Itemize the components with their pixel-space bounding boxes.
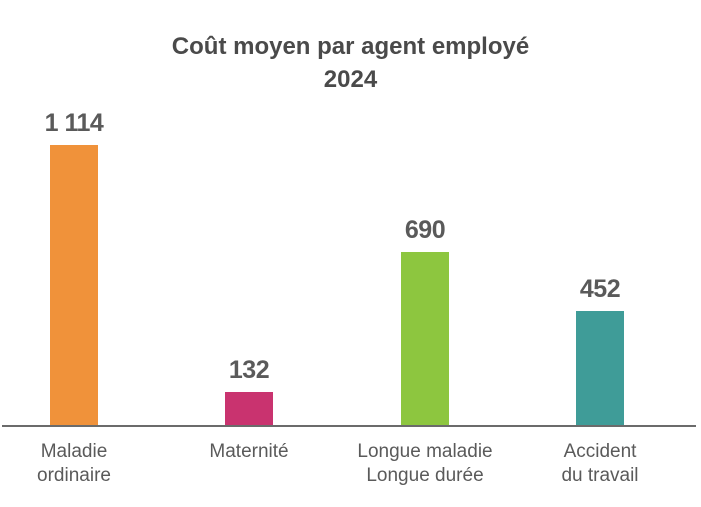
x-axis-line [2,425,696,427]
category-label: Maternité [159,440,339,488]
category-label: Maladie ordinaire [0,440,164,488]
bar [225,392,273,425]
bar [401,252,449,425]
bar [50,145,98,425]
category-label-line: Maternité [209,441,289,462]
category-label-line: du travail [561,465,639,486]
category-label-line: ordinaire [37,465,111,486]
value-label: 452 [579,275,621,303]
category-label-line: Accident [563,441,637,462]
value-label: 1 114 [44,109,104,137]
value-label: 690 [404,216,446,244]
value-label: 132 [228,356,270,384]
chart-title: Coût moyen par agent employé [171,33,530,60]
category-label: Accident du travail [510,440,690,488]
category-label: Longue maladie Longue durée [335,440,515,488]
category-label-line: Longue maladie [357,441,493,462]
category-label-line [159,464,339,488]
category-label-line: Longue durée [366,465,484,486]
category-label-line: Maladie [40,441,108,462]
bar [576,311,624,425]
chart-subtitle: 2024 [323,66,378,93]
